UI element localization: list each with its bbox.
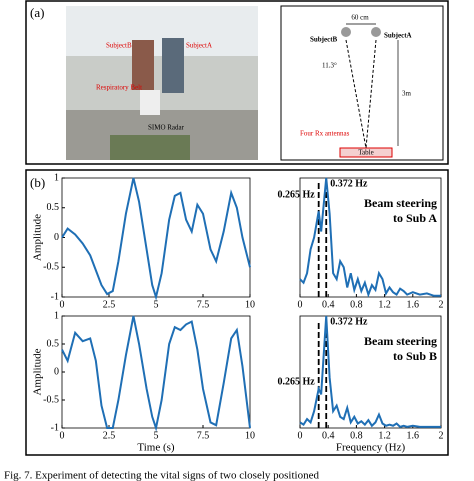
plot-note: Beam steering [364, 196, 437, 210]
axes [299, 315, 442, 429]
signal-line [299, 315, 441, 429]
marker-label: 0.265 Hz [277, 189, 315, 200]
head-a [371, 27, 381, 37]
plot-note: Beam steering [364, 334, 437, 348]
y-tick-label: 0.5 [47, 202, 60, 213]
photo-label: SIMO Radar [148, 124, 185, 132]
photo-label: SubjectB [106, 42, 132, 50]
diagram-label: Table [358, 149, 373, 157]
marker-label: 0.372 Hz [330, 178, 368, 189]
signal-line [61, 315, 251, 432]
x-tick-label: 1.2 [378, 430, 391, 441]
x-tick-label: 10 [245, 430, 255, 441]
radar-board [110, 135, 190, 160]
x-tick-label: 2 [439, 299, 444, 310]
x-tick-label: 7.5 [197, 299, 210, 310]
y-tick-label: -1 [51, 422, 59, 433]
panel-a-frame [25, 0, 449, 165]
x-tick-label: 1.6 [407, 299, 420, 310]
person-a [162, 38, 184, 93]
x-tick-label: 0.8 [350, 430, 363, 441]
dim-label: 60 cm [351, 14, 369, 22]
y-tick-label: -1 [51, 291, 59, 302]
panel-label: (b) [30, 175, 45, 190]
y-tick-label: -0.5 [43, 262, 59, 273]
x-axis-label: Frequency (Hz) [336, 442, 406, 454]
marker-label: 0.265 Hz [277, 376, 315, 387]
x-axis-label: Time (s) [137, 442, 175, 454]
diagram-label: SubjectA [384, 32, 412, 40]
beam [345, 39, 367, 149]
x-tick-label: 0.4 [322, 299, 335, 310]
y-tick-label: 0.5 [47, 338, 60, 349]
person-b [132, 40, 154, 90]
x-tick-label: 0.4 [322, 430, 335, 441]
x-tick-label: 0.8 [350, 299, 363, 310]
x-tick-label: 5 [154, 430, 159, 441]
panel-b-frame [25, 169, 449, 456]
y-tick-label: 1 [54, 172, 59, 183]
x-tick-label: 0 [298, 430, 303, 441]
head-b [341, 27, 351, 37]
x-tick-label: 0 [60, 299, 65, 310]
photo: SubjectB SubjectA Respiratory Belt SIMO … [66, 6, 258, 160]
caption: Fig. 7. Experiment of detecting the vita… [4, 470, 319, 481]
x-tick-label: 10 [245, 299, 255, 310]
beam [365, 39, 377, 149]
chair [140, 90, 160, 115]
signal-line [61, 177, 251, 301]
diagram-label: SubjectB [310, 36, 338, 44]
diagram-label: Four Rx antennas [300, 130, 350, 138]
signal-line [299, 177, 441, 298]
y-tick-label: 0 [54, 232, 59, 243]
x-tick-label: 1.6 [407, 430, 420, 441]
diagram-label: 3m [402, 90, 412, 98]
diagram-label: 11.3° [322, 62, 337, 70]
y-tick-label: -0.5 [43, 394, 59, 405]
panel-label: (a) [30, 5, 44, 20]
plot-note: to Sub B [393, 349, 437, 363]
plot-note: to Sub A [393, 211, 437, 225]
marker-label: 0.372 Hz [330, 316, 368, 327]
photo-label: Respiratory Belt [96, 84, 142, 92]
room [280, 5, 444, 161]
table [339, 147, 393, 158]
x-tick-label: 0 [298, 299, 303, 310]
x-tick-label: 2.5 [103, 430, 116, 441]
photo-label: SubjectA [186, 42, 212, 50]
x-tick-label: 1.2 [378, 299, 391, 310]
x-tick-label: 7.5 [197, 430, 210, 441]
axes [61, 315, 251, 429]
x-tick-label: 5 [154, 299, 159, 310]
y-axis-label: Amplitude [32, 348, 44, 395]
y-tick-label: 0 [54, 366, 59, 377]
x-tick-label: 2.5 [103, 299, 116, 310]
x-tick-label: 0 [60, 430, 65, 441]
axes [299, 177, 442, 298]
diagram: 60 cm SubjectB SubjectA 11.3° 3m Four Rx… [280, 5, 444, 161]
y-axis-label: Amplitude [32, 214, 44, 261]
y-tick-label: 1 [54, 310, 59, 321]
x-tick-label: 2 [439, 430, 444, 441]
